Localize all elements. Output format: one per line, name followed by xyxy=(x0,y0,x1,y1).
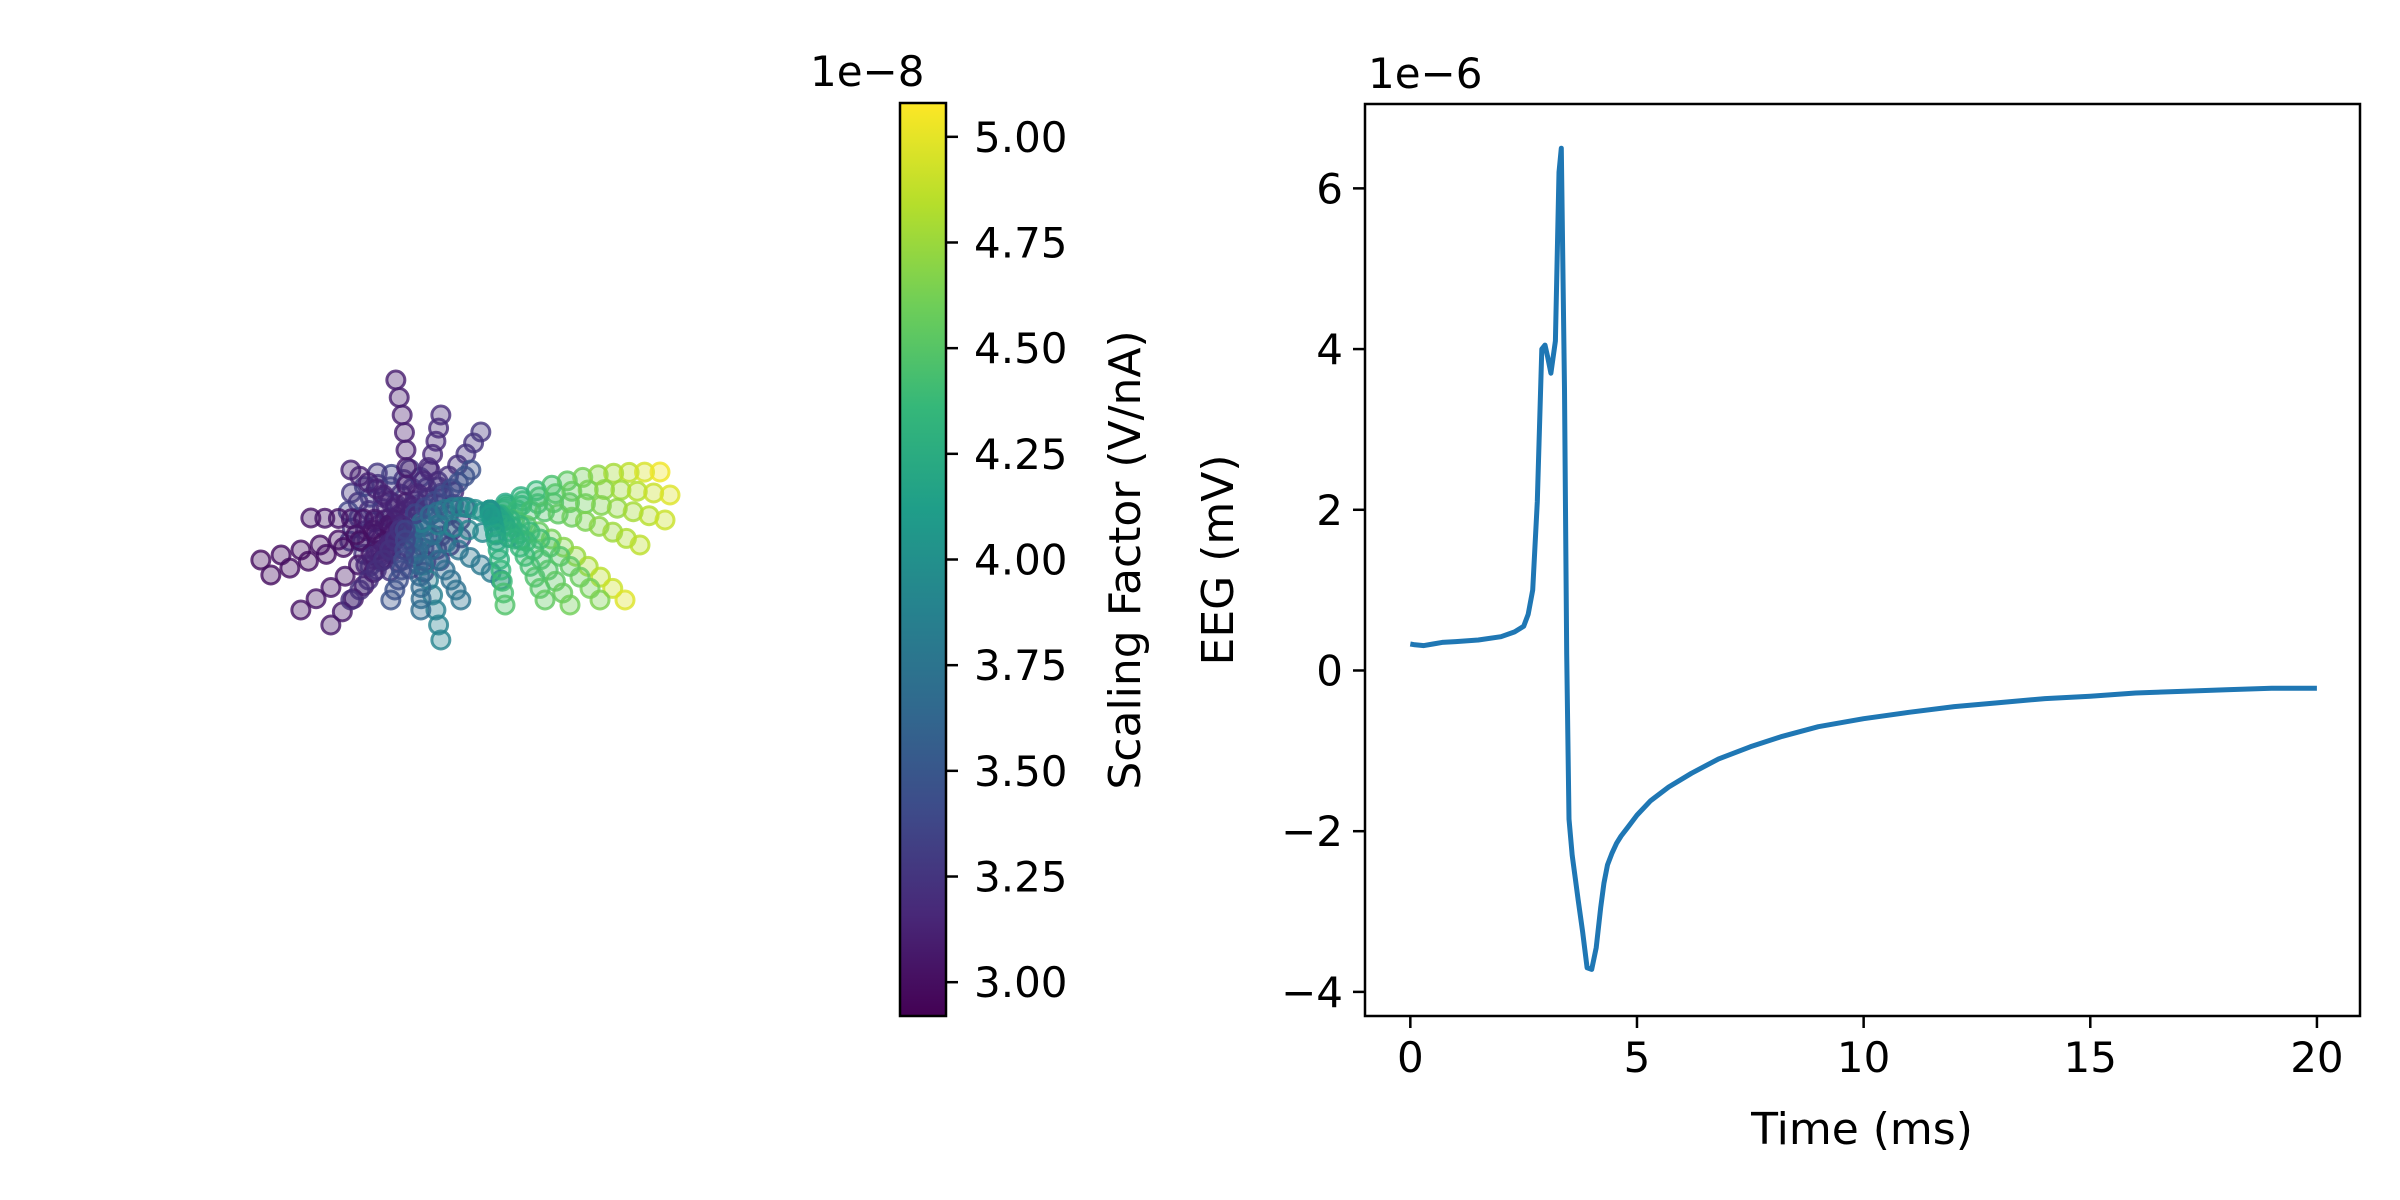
morphology-point xyxy=(634,461,656,483)
x-tick-label: 5 xyxy=(1624,1033,1651,1082)
morphology-point xyxy=(494,594,516,616)
morphology-point xyxy=(410,599,432,621)
morphology-point xyxy=(443,517,465,538)
colorbar-tick-label: 3.00 xyxy=(974,958,1068,1007)
morphology-point xyxy=(340,589,362,611)
morphology-point xyxy=(391,404,413,426)
morphology-point xyxy=(445,579,467,601)
morphology-point xyxy=(559,594,581,616)
morphology-point xyxy=(529,577,551,599)
morphology-point xyxy=(393,422,415,443)
x-tick-label: 15 xyxy=(2064,1033,2117,1082)
morphology-point xyxy=(470,421,492,443)
colorbar-tick-label: 3.75 xyxy=(974,641,1068,690)
x-tick-label: 10 xyxy=(1837,1033,1890,1082)
morphology-point xyxy=(334,565,356,587)
colorbar-tick-label: 4.75 xyxy=(974,218,1068,267)
colorbar-tick-label: 3.50 xyxy=(974,747,1068,796)
morphology-point xyxy=(589,589,611,611)
morphology-point xyxy=(440,569,462,591)
x-axis-label: Time (ms) xyxy=(1750,1104,1973,1155)
morphology-point xyxy=(250,549,272,571)
eeg-series-line xyxy=(1409,145,2317,972)
x-tick-label: 0 xyxy=(1397,1033,1424,1082)
morphology-point xyxy=(479,504,501,526)
morphology-scatter xyxy=(250,369,681,651)
morphology-point xyxy=(659,484,681,506)
morphology-point xyxy=(534,589,556,611)
line-chart-y-offset-text: 1e−6 xyxy=(1368,49,1482,98)
morphology-point xyxy=(388,387,410,408)
morphology-point xyxy=(590,494,612,516)
morphology-point xyxy=(450,589,472,611)
morphology-point xyxy=(649,461,671,483)
morphology-point xyxy=(395,439,417,461)
colorbar-tick-label: 4.50 xyxy=(974,324,1068,373)
colorbar-ticks: 3.00 3.25 3.50 3.75 4.00 4.25 4.50 4.75 5.00 xyxy=(946,113,1068,1007)
morphology-point xyxy=(340,482,362,504)
colorbar-tick-label: 4.00 xyxy=(974,536,1068,585)
colorbar-label: Scaling Factor (V/nA) xyxy=(1100,330,1151,789)
colorbar-tick-label: 3.25 xyxy=(974,853,1068,902)
y-tick-label: −4 xyxy=(1281,968,1343,1017)
morphology-point xyxy=(270,544,292,566)
y-tick-label: 2 xyxy=(1316,486,1343,535)
morphology-point xyxy=(260,564,282,586)
morphology-point xyxy=(430,404,452,426)
morphology-point xyxy=(300,507,322,529)
morphology-point xyxy=(614,589,636,611)
morphology-point xyxy=(514,545,536,567)
y-tick-label: −2 xyxy=(1281,807,1343,856)
morphology-point xyxy=(290,539,312,561)
morphology-point xyxy=(519,555,541,577)
morphology-point xyxy=(340,459,362,481)
colorbar-tick-label: 5.00 xyxy=(974,113,1068,162)
morphology-point xyxy=(385,369,407,391)
x-tick-label: 20 xyxy=(2290,1033,2343,1082)
morphology-point xyxy=(556,470,578,492)
morphology-point xyxy=(603,462,625,484)
morphology-point xyxy=(380,589,402,611)
morphology-point xyxy=(460,459,482,481)
morphology-point xyxy=(629,534,651,556)
morphology-point xyxy=(290,599,312,621)
colorbar-bar xyxy=(898,101,948,1018)
y-tick-label: 0 xyxy=(1316,646,1343,695)
morphology-point xyxy=(654,509,676,531)
eeg-line-chart: 0 5 10 15 20 −4 −2 0 2 4 6 1e−6 Time (ms) EEG (mV) xyxy=(1193,49,2362,1155)
colorbar-tick-label: 4.25 xyxy=(974,430,1068,479)
line-chart-frame xyxy=(1363,102,2362,1018)
morphology-point xyxy=(396,457,418,478)
morphology-point xyxy=(305,588,327,610)
morphology-point xyxy=(618,461,640,483)
morphology-point xyxy=(430,629,452,651)
colorbar-offset-text: 1e−8 xyxy=(810,47,924,96)
morphology-point xyxy=(327,529,349,551)
morphology-point xyxy=(524,566,546,588)
y-axis-label: EEG (mV) xyxy=(1193,455,1244,666)
morphology-point xyxy=(602,577,624,599)
colorbar: 3.00 3.25 3.50 3.75 4.00 4.25 4.50 4.75 5.00 1e−… xyxy=(810,47,1151,1018)
morphology-point xyxy=(320,614,342,636)
morphology-point xyxy=(320,577,342,598)
line-chart-ticks: 0 5 10 15 20 −4 −2 0 2 4 6 xyxy=(1281,164,2344,1082)
y-tick-label: 4 xyxy=(1316,325,1343,374)
y-tick-label: 6 xyxy=(1316,164,1343,213)
morphology-point xyxy=(425,599,447,621)
morphology-point xyxy=(309,534,331,556)
morphology-point xyxy=(428,614,450,636)
